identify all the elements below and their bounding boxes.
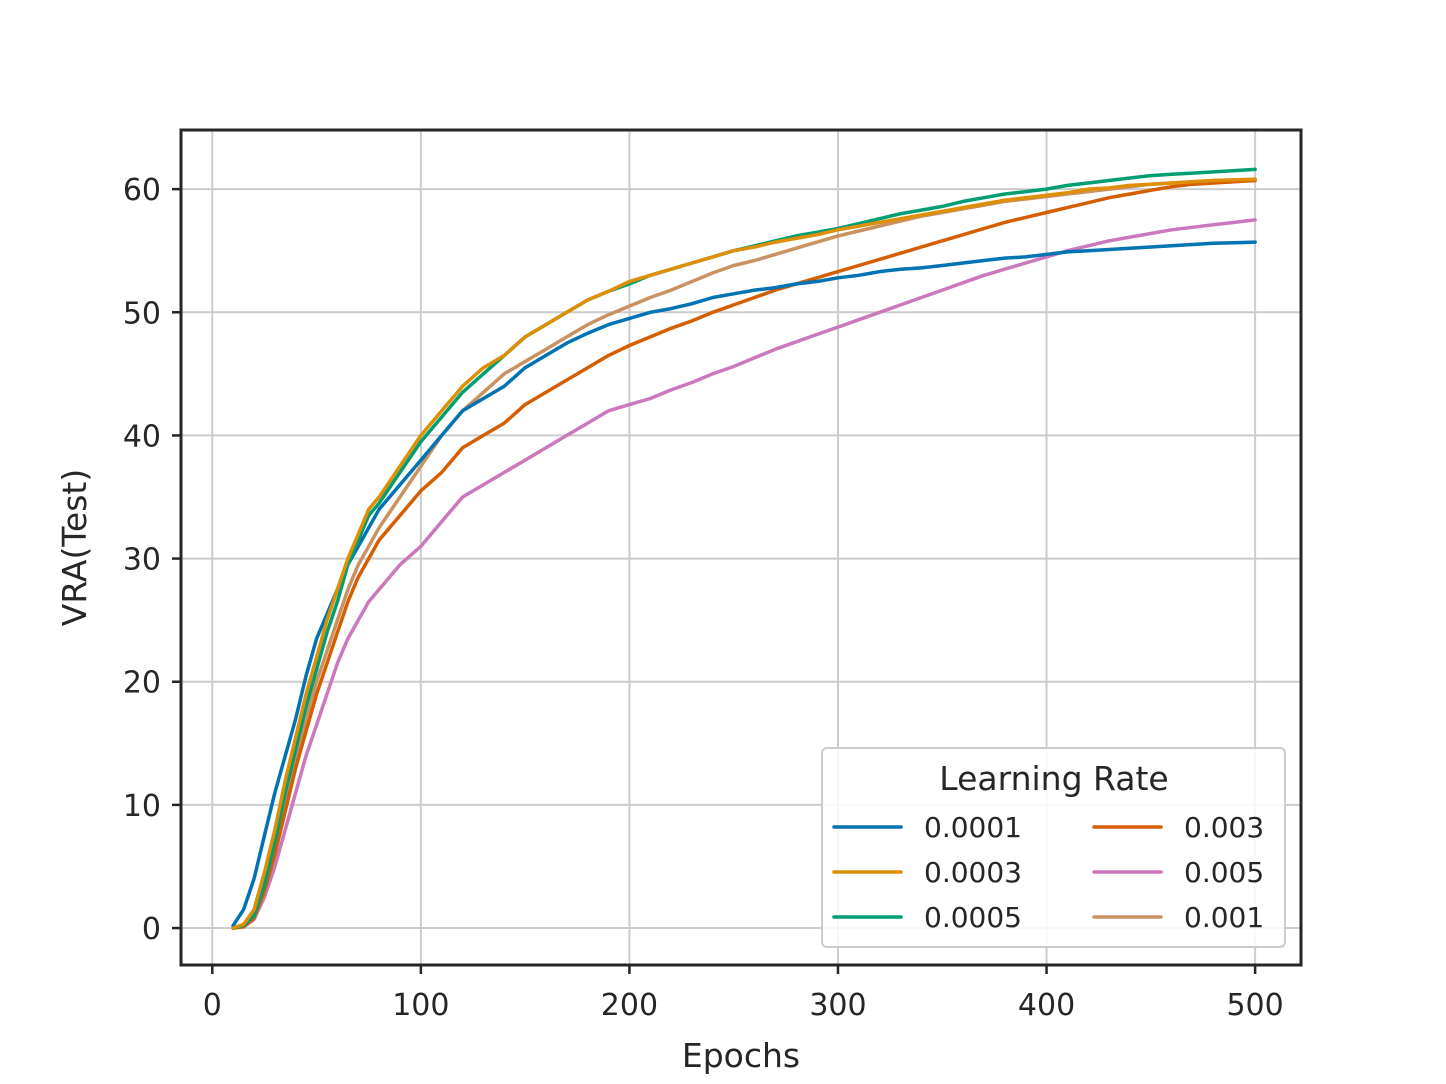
legend-label: 0.0003 [924, 856, 1022, 889]
legend: Learning Rate 0.00010.00030.00050.0030.0… [821, 747, 1286, 948]
y-tick-label: 60 [123, 173, 161, 208]
y-tick-label: 10 [123, 789, 161, 824]
y-tick-label: 20 [123, 666, 161, 701]
series-line-0-003 [231, 178, 1257, 930]
x-tick-label: 400 [1018, 988, 1075, 1023]
y-tick-label: 30 [123, 543, 161, 578]
legend-items: 0.0001 0.0003 0.0005 0.003 0.005 0.001 [832, 811, 1264, 934]
y-tick-label: 50 [123, 296, 161, 331]
legend-title: Learning Rate [939, 759, 1168, 798]
x-tick-label: 0 [203, 988, 222, 1023]
series-line-0-0003 [231, 177, 1257, 930]
legend-label: 0.0001 [924, 811, 1022, 844]
legend-label: 0.001 [1184, 901, 1264, 934]
axis-ticks: 0 100 200 300 400 500 0 10 20 30 40 50 60 [123, 173, 1284, 1023]
plot-frame [179, 128, 1303, 967]
x-tick-label: 300 [809, 988, 866, 1023]
legend-box [821, 747, 1286, 948]
y-tick-label: 40 [123, 419, 161, 454]
x-tick-label: 100 [392, 988, 449, 1023]
x-tick-label: 500 [1226, 988, 1283, 1023]
x-tick-label: 200 [601, 988, 658, 1023]
legend-label: 0.0005 [924, 901, 1022, 934]
y-tick-label: 0 [142, 912, 161, 947]
series-lines [231, 167, 1257, 930]
legend-label: 0.003 [1184, 811, 1264, 844]
y-axis-label: VRA(Test) [55, 469, 94, 626]
x-axis-label: Epochs [682, 1036, 800, 1075]
legend-label: 0.005 [1184, 856, 1264, 889]
